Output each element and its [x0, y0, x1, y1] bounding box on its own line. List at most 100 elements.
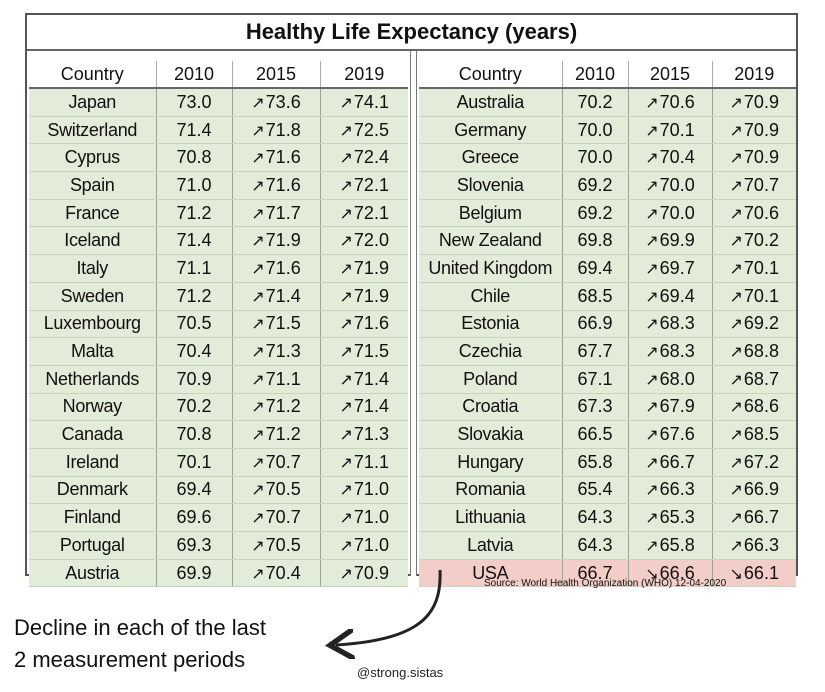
table-row: France 71.2 ↗71.7 ↗72.1: [29, 199, 408, 228]
value-2015-cell: ↗70.7: [232, 503, 321, 532]
value: 69.9: [659, 230, 695, 251]
value-2015-cell: ↗71.9: [232, 226, 321, 256]
country-cell: Poland: [419, 365, 563, 394]
value-2015-cell: ↗70.1: [628, 116, 713, 145]
value: 68.6: [743, 396, 779, 417]
value-2015-cell: ↗69.7: [628, 254, 713, 283]
country-cell: Switzerland: [29, 116, 157, 145]
value-2019-cell: ↗68.8: [712, 337, 796, 366]
value-2015-cell: ↗68.3: [628, 310, 713, 339]
country-cell: Austria: [29, 559, 157, 588]
trend-up-icon: ↗: [251, 565, 265, 583]
trend-up-icon: ↗: [339, 316, 353, 334]
value-2010-cell: 65.4: [562, 476, 629, 505]
table-row: Estonia 66.9 ↗68.3 ↗69.2: [419, 310, 796, 339]
value: 70.5: [265, 479, 301, 500]
table-row: Canada 70.8 ↗71.2 ↗71.3: [29, 420, 408, 449]
table-row: Latvia 64.3 ↗65.8 ↗66.3: [419, 531, 796, 560]
value-2019-cell: ↗71.3: [320, 420, 408, 449]
value-2015-cell: ↗68.3: [628, 337, 713, 366]
value-2019-cell: ↗72.1: [320, 171, 408, 200]
value-2019-cell: ↗71.4: [320, 393, 408, 422]
trend-up-icon: ↗: [645, 177, 659, 195]
value-2010-cell: 71.1: [156, 254, 233, 283]
value: 71.4: [265, 285, 301, 306]
value-2015-cell: ↗70.5: [232, 531, 321, 560]
value-2010-cell: 70.8: [156, 143, 233, 173]
trend-up-icon: ↗: [645, 316, 659, 334]
value: 72.4: [353, 147, 389, 168]
value-2010-cell: 66.7: [562, 559, 629, 588]
value: 70.6: [743, 202, 779, 223]
value-2015-cell: ↗70.4: [628, 143, 713, 173]
value-2010-cell: 70.8: [156, 420, 233, 449]
value: 67.2: [743, 451, 779, 472]
trend-up-icon: ↗: [645, 233, 659, 251]
trend-up-icon: ↗: [729, 482, 743, 500]
right-header-row: Country 2010 2015 2019: [419, 61, 796, 89]
value: 66.3: [743, 534, 779, 555]
trend-down-icon: ↘: [645, 565, 659, 583]
value-2010-cell: 69.4: [156, 476, 233, 505]
trend-up-icon: ↗: [339, 260, 353, 278]
value-2019-cell: ↗71.6: [320, 310, 408, 339]
right-table: Country 2010 2015 2019 Australia 70.2 ↗70.…: [419, 61, 796, 588]
trend-up-icon: ↗: [339, 371, 353, 389]
country-cell: Croatia: [419, 393, 563, 422]
value: 70.1: [659, 119, 695, 140]
value-2019-cell: ↗72.4: [320, 143, 408, 173]
table-row: Cyprus 70.8 ↗71.6 ↗72.4: [29, 143, 408, 173]
trend-up-icon: ↗: [339, 344, 353, 362]
value: 71.9: [353, 285, 389, 306]
value-2010-cell: 71.0: [156, 171, 233, 200]
table-row: Germany 70.0 ↗70.1 ↗70.9: [419, 116, 796, 145]
table-row: United Kingdom 69.4 ↗69.7 ↗70.1: [419, 254, 796, 283]
table-divider: [410, 51, 417, 576]
value-2019-cell: ↘66.1: [712, 559, 796, 588]
value: 65.3: [659, 507, 695, 528]
value: 68.8: [743, 341, 779, 362]
value-2010-cell: 68.5: [562, 282, 629, 311]
annotation-text: Decline in each of the last 2 measuremen…: [14, 612, 266, 676]
value-2019-cell: ↗70.9: [320, 559, 408, 588]
value-2019-cell: ↗71.9: [320, 282, 408, 311]
trend-up-icon: ↗: [339, 177, 353, 195]
value: 71.0: [353, 534, 389, 555]
value-2015-cell: ↗69.9: [628, 226, 713, 256]
value-2015-cell: ↗68.0: [628, 365, 713, 394]
value: 66.6: [659, 562, 695, 583]
value: 72.0: [353, 230, 389, 251]
table-row: Spain 71.0 ↗71.6 ↗72.1: [29, 171, 408, 200]
value: 71.9: [265, 230, 301, 251]
table-frame: Healthy Life Expectancy (years) Country …: [25, 13, 798, 588]
value: 71.1: [353, 451, 389, 472]
value: 70.1: [743, 257, 779, 278]
value-2010-cell: 71.2: [156, 282, 233, 311]
value-2015-cell: ↗69.4: [628, 282, 713, 311]
country-cell: Greece: [419, 143, 563, 173]
value-2010-cell: 70.0: [562, 116, 629, 145]
country-cell: Netherlands: [29, 365, 157, 394]
value-2015-cell: ↗71.2: [232, 393, 321, 422]
annotation-line-2: 2 measurement periods: [14, 647, 246, 672]
value: 68.5: [743, 424, 779, 445]
value-2015-cell: ↗71.6: [232, 254, 321, 283]
trend-up-icon: ↗: [251, 482, 265, 500]
trend-up-icon: ↗: [729, 316, 743, 334]
left-table: Country 2010 2015 2019 Japan 73.0 ↗73.6 ↗74…: [29, 61, 408, 588]
value-2019-cell: ↗68.7: [712, 365, 796, 394]
value: 70.9: [353, 562, 389, 583]
value: 72.5: [353, 119, 389, 140]
value-2019-cell: ↗66.7: [712, 503, 796, 532]
trend-up-icon: ↗: [645, 122, 659, 140]
value: 72.1: [353, 174, 389, 195]
trend-up-icon: ↗: [251, 150, 265, 168]
trend-up-icon: ↗: [339, 510, 353, 528]
country-cell: USA: [419, 559, 563, 588]
value-2019-cell: ↗72.0: [320, 226, 408, 256]
value: 71.8: [265, 119, 301, 140]
value: 65.8: [659, 534, 695, 555]
value-2010-cell: 67.3: [562, 393, 629, 422]
trend-up-icon: ↗: [729, 427, 743, 445]
value-2010-cell: 65.8: [562, 448, 629, 477]
